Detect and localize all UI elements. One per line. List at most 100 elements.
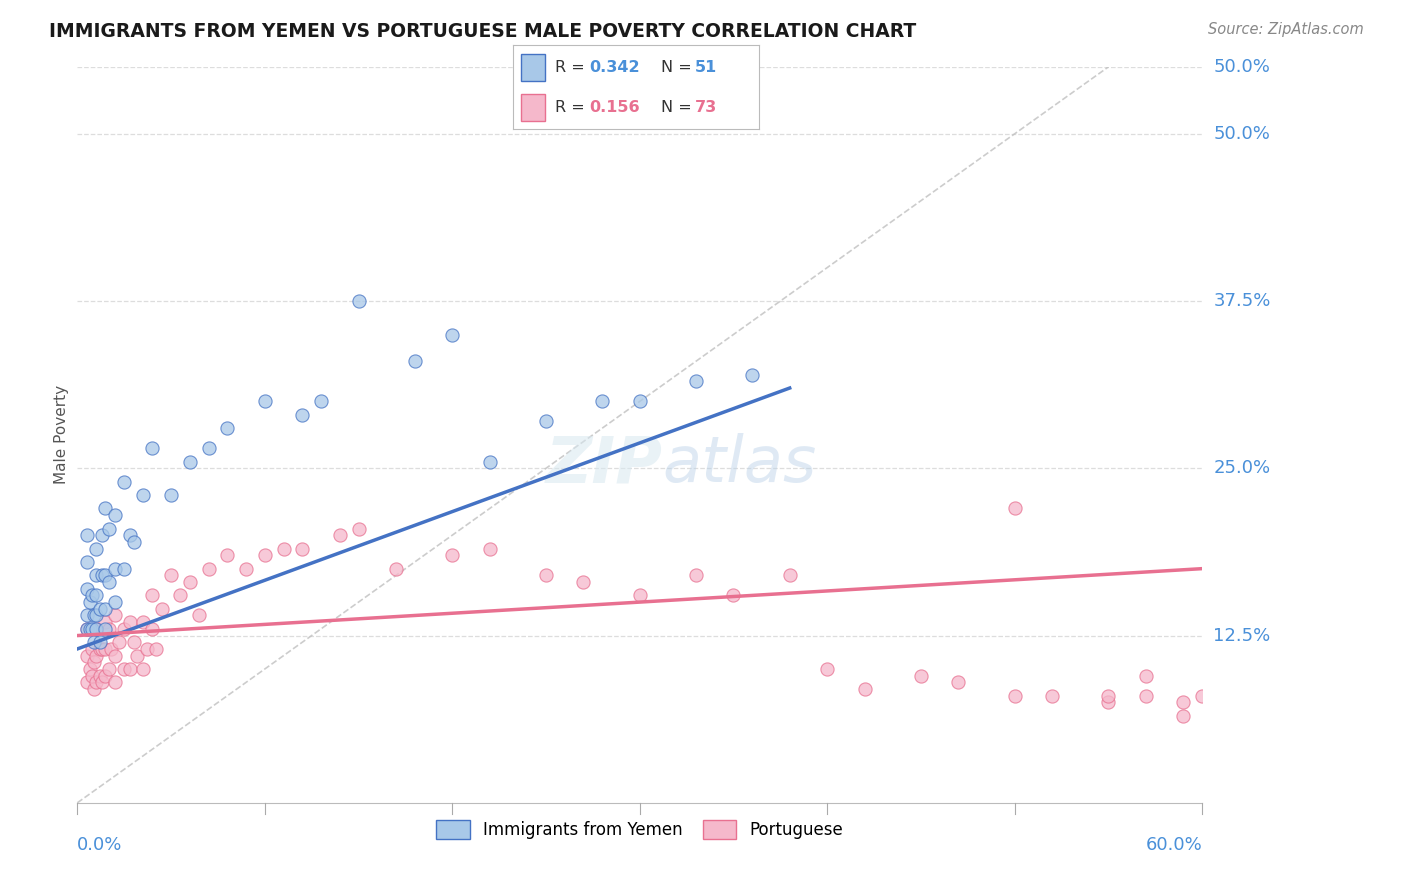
- Text: 50.0%: 50.0%: [1213, 58, 1270, 76]
- Point: [253, 548, 276, 563]
- Point: [197, 441, 219, 455]
- Point: [76, 675, 98, 690]
- Point: [1135, 689, 1157, 703]
- Point: [104, 508, 127, 522]
- FancyBboxPatch shape: [520, 94, 546, 120]
- Text: 0.0%: 0.0%: [77, 837, 122, 855]
- Point: [723, 589, 745, 603]
- Point: [94, 669, 117, 683]
- Point: [741, 368, 763, 382]
- Point: [628, 394, 651, 409]
- Point: [1191, 689, 1213, 703]
- Point: [83, 635, 105, 649]
- Point: [127, 648, 149, 663]
- FancyBboxPatch shape: [520, 54, 546, 81]
- Point: [534, 568, 557, 582]
- Point: [404, 354, 426, 368]
- Point: [779, 568, 801, 582]
- Point: [685, 568, 707, 582]
- Text: IMMIGRANTS FROM YEMEN VS PORTUGUESE MALE POVERTY CORRELATION CHART: IMMIGRANTS FROM YEMEN VS PORTUGUESE MALE…: [49, 22, 917, 41]
- Point: [132, 615, 155, 630]
- Point: [910, 669, 932, 683]
- Point: [141, 441, 163, 455]
- Point: [76, 528, 98, 542]
- Point: [104, 675, 127, 690]
- Point: [572, 574, 595, 589]
- Point: [84, 622, 107, 636]
- Point: [347, 521, 370, 535]
- Point: [441, 548, 464, 563]
- Point: [441, 327, 464, 342]
- Point: [217, 421, 239, 435]
- Point: [309, 394, 332, 409]
- Point: [1097, 689, 1119, 703]
- Point: [83, 608, 105, 623]
- Point: [179, 454, 201, 469]
- Point: [84, 622, 107, 636]
- Point: [132, 662, 155, 676]
- Point: [141, 622, 163, 636]
- Point: [118, 528, 141, 542]
- Point: [89, 669, 111, 683]
- Text: 25.0%: 25.0%: [1213, 459, 1271, 477]
- Point: [76, 622, 98, 636]
- Point: [89, 635, 111, 649]
- Point: [94, 615, 117, 630]
- Text: 50.0%: 50.0%: [1213, 125, 1270, 143]
- Point: [98, 662, 121, 676]
- Point: [179, 574, 201, 589]
- Point: [112, 662, 135, 676]
- Point: [273, 541, 295, 556]
- Point: [132, 488, 155, 502]
- Point: [90, 642, 112, 657]
- Point: [84, 675, 107, 690]
- Point: [329, 528, 352, 542]
- Point: [82, 642, 104, 657]
- Point: [235, 562, 257, 576]
- Point: [104, 608, 127, 623]
- Point: [112, 622, 135, 636]
- Text: atlas: atlas: [662, 434, 817, 495]
- Point: [122, 635, 145, 649]
- Text: Source: ZipAtlas.com: Source: ZipAtlas.com: [1208, 22, 1364, 37]
- Point: [104, 562, 127, 576]
- Point: [1097, 696, 1119, 710]
- Point: [89, 602, 111, 616]
- Text: N =: N =: [661, 100, 697, 115]
- Point: [815, 662, 838, 676]
- Point: [104, 648, 127, 663]
- Point: [160, 488, 183, 502]
- Text: 0.342: 0.342: [589, 60, 640, 75]
- Point: [90, 568, 112, 582]
- Text: 12.5%: 12.5%: [1213, 626, 1271, 645]
- Point: [188, 608, 211, 623]
- Legend: Immigrants from Yemen, Portuguese: Immigrants from Yemen, Portuguese: [430, 814, 849, 846]
- Point: [118, 662, 141, 676]
- Point: [100, 642, 122, 657]
- Point: [1004, 689, 1026, 703]
- Point: [112, 475, 135, 489]
- Point: [1004, 501, 1026, 516]
- Point: [685, 374, 707, 388]
- Point: [84, 608, 107, 623]
- Y-axis label: Male Poverty: Male Poverty: [53, 385, 69, 484]
- Point: [84, 589, 107, 603]
- Text: 0.156: 0.156: [589, 100, 640, 115]
- Point: [853, 681, 876, 696]
- Point: [98, 521, 121, 535]
- Point: [291, 541, 314, 556]
- Point: [83, 655, 105, 669]
- Text: 51: 51: [696, 60, 717, 75]
- Point: [82, 589, 104, 603]
- Point: [948, 675, 970, 690]
- Text: 37.5%: 37.5%: [1213, 292, 1271, 310]
- Point: [145, 642, 167, 657]
- Point: [89, 642, 111, 657]
- Point: [160, 568, 183, 582]
- Text: N =: N =: [661, 60, 697, 75]
- Point: [79, 662, 101, 676]
- Point: [90, 675, 112, 690]
- Point: [98, 574, 121, 589]
- Point: [591, 394, 613, 409]
- Point: [135, 642, 157, 657]
